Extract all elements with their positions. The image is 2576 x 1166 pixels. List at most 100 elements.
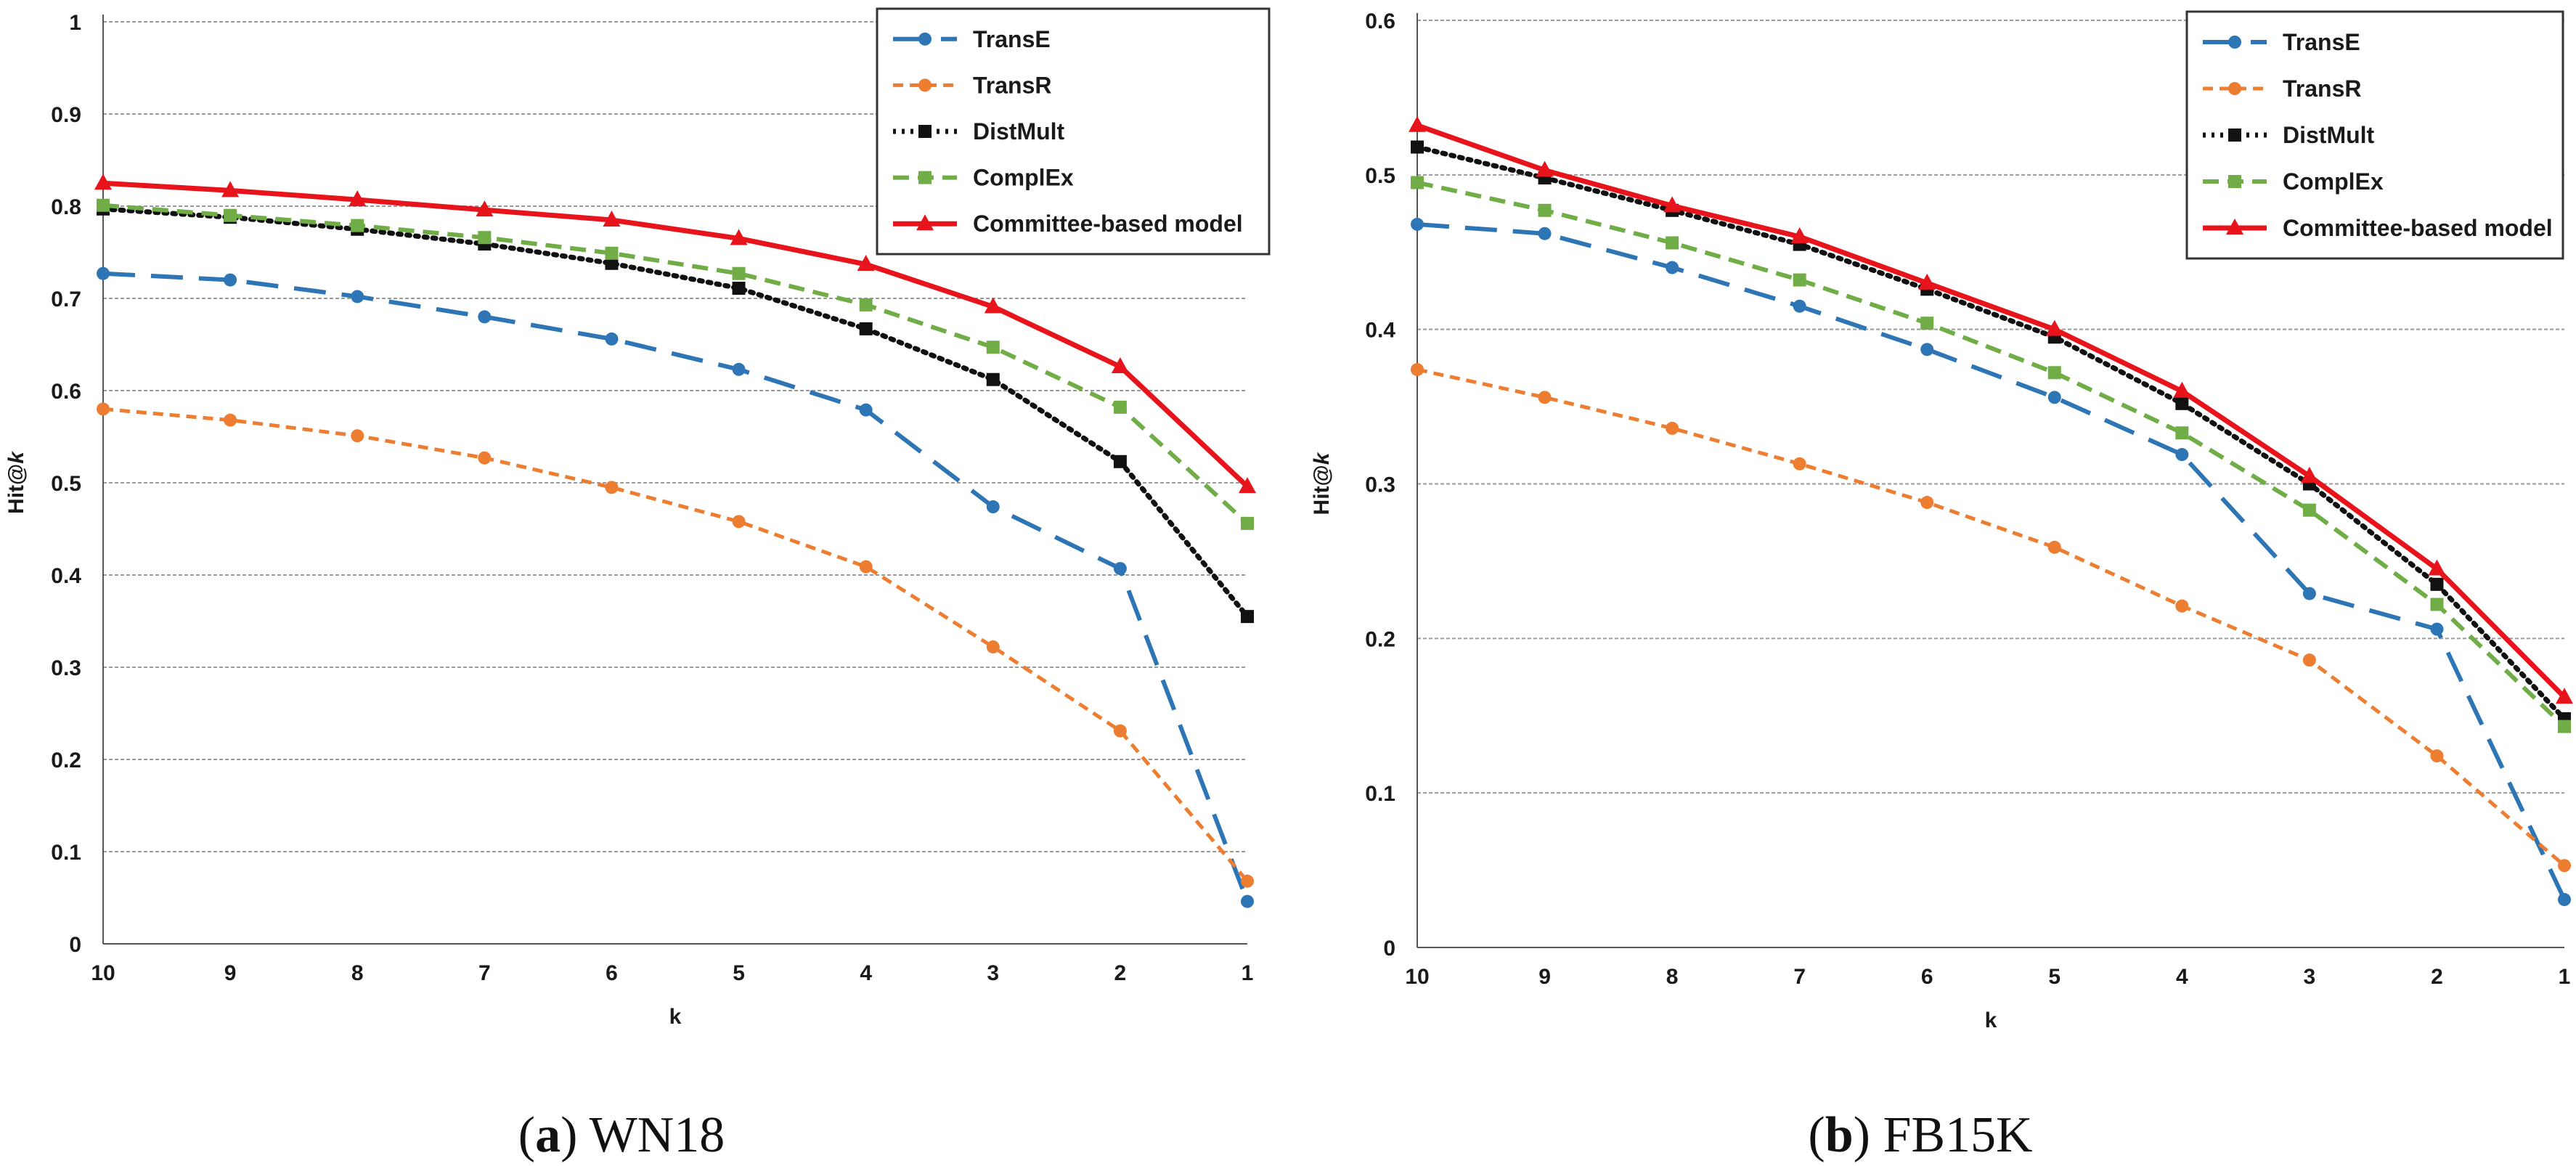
data-point-complex: [351, 219, 364, 232]
caption-wn18: (a) WN18: [518, 1107, 725, 1163]
data-point-transr: [351, 429, 364, 443]
data-point-transe: [1920, 343, 1934, 356]
data-point-complex: [2175, 426, 2189, 440]
chart-wn18: 0 0.1 0.2 0.3 0.4 0.5 0.6 0.7 0.8 0.9 1 10 9 8 7 6 5 4 3 2 1…: [4, 7, 1271, 1029]
data-point-transr: [2430, 749, 2444, 763]
series-complex: [1411, 176, 2571, 733]
data-point-transr: [605, 481, 619, 494]
data-point-committee-based-model: [1111, 356, 1129, 373]
x-tick-label: 3: [2304, 965, 2316, 989]
series-line-transr: [1417, 367, 2566, 868]
caption-wn18-letter: a: [535, 1107, 561, 1163]
legend-label-transr: TransR: [2283, 76, 2361, 102]
data-point-complex: [97, 198, 110, 212]
data-point-transr: [1113, 724, 1127, 738]
x-tick-label: 9: [1538, 965, 1551, 989]
series-transe: [97, 266, 1254, 908]
x-tick-label: 9: [224, 961, 237, 985]
data-point-complex: [859, 298, 873, 311]
series-line-transe: [102, 271, 1250, 902]
data-point-committee-based-model: [2428, 559, 2446, 576]
data-point-transe: [351, 290, 364, 303]
y-axis-title: Hit@k: [1310, 452, 1334, 515]
data-point-transe: [986, 500, 1000, 514]
data-point-committee-based-model: [984, 297, 1002, 314]
data-point-complex: [1241, 516, 1254, 530]
data-point-complex: [1538, 203, 1552, 217]
series-transe: [1411, 217, 2571, 907]
data-point-committee-based-model: [1790, 227, 1809, 243]
series-line-complex: [102, 203, 1250, 526]
legend-marker-distmult: [918, 125, 932, 138]
data-point-distmult: [732, 282, 746, 295]
legend-marker-complex: [2228, 175, 2241, 188]
y-tick-label: 0.4: [51, 564, 81, 588]
data-point-complex: [2558, 719, 2571, 733]
chart-fb15k: 00.10.20.30.40.50.610 9 8 7 6 5 4 3 2 1kHit@kTran…: [1310, 9, 2573, 1032]
legend-marker-committee-based-model: [916, 214, 934, 231]
legend-box: [2185, 10, 2564, 260]
y-tick-label: 0.6: [1365, 9, 1395, 33]
data-point-committee-based-model: [221, 181, 240, 197]
data-point-transr: [97, 402, 110, 416]
y-tick-label: 0.5: [51, 472, 81, 496]
series-line-committee-based-model: [102, 180, 1250, 489]
data-point-distmult: [1113, 454, 1127, 468]
data-point-distmult: [605, 256, 619, 270]
x-tick-label: 4: [860, 961, 872, 985]
data-point-complex: [605, 246, 619, 260]
series-line-complex: [1417, 180, 2567, 728]
x-tick-label: 8: [1666, 965, 1679, 989]
data-point-committee-based-model: [2556, 688, 2573, 704]
data-point-transr: [1241, 874, 1254, 888]
data-point-committee-based-model: [1536, 160, 1554, 177]
data-point-transr: [986, 640, 1000, 654]
legend-label-transe: TransE: [973, 26, 1051, 52]
data-point-transr: [1920, 496, 1934, 510]
caption-fb15k: (b) FB15K: [1808, 1107, 2032, 1163]
data-point-transe: [1538, 227, 1552, 240]
series-complex: [97, 198, 1254, 530]
data-point-transe: [1113, 562, 1127, 576]
legend-label-transe: TransE: [2283, 29, 2360, 55]
y-tick-label: 0.3: [51, 656, 81, 680]
data-point-transe: [1666, 261, 1679, 274]
data-point-transe: [97, 266, 110, 280]
legend-marker-transr: [918, 78, 932, 92]
legend-marker-complex: [918, 171, 932, 184]
data-point-committee-based-model: [730, 229, 748, 245]
data-point-transr: [859, 560, 873, 574]
data-point-complex: [1793, 273, 1806, 287]
x-tick-label: 1: [1242, 961, 1254, 985]
data-point-transr: [2047, 540, 2061, 554]
x-tick-label: 7: [1793, 965, 1806, 989]
data-point-complex: [224, 208, 237, 222]
y-axis-title-var: k: [4, 451, 28, 464]
data-point-transe: [859, 403, 873, 417]
data-point-committee-based-model: [2300, 466, 2318, 483]
data-point-distmult: [859, 322, 873, 335]
data-point-complex: [2430, 598, 2444, 611]
data-point-complex: [2302, 503, 2316, 517]
data-point-committee-based-model: [2045, 319, 2063, 336]
data-point-committee-based-model: [476, 200, 494, 217]
data-point-transe: [1241, 894, 1254, 908]
series-line-distmult: [100, 206, 1250, 619]
x-tick-label: 7: [478, 961, 491, 985]
x-axis-title: k: [669, 1005, 682, 1029]
data-point-transr: [1411, 363, 1424, 377]
legend-label-distmult: DistMult: [973, 118, 1065, 144]
data-point-transr: [1666, 421, 1679, 435]
data-point-transe: [605, 332, 619, 346]
y-tick-label: 0.5: [1365, 164, 1395, 188]
data-point-transr: [1793, 457, 1806, 470]
series-line-transe: [1417, 221, 2567, 901]
legend-label-complex: ComplEx: [973, 165, 1074, 191]
y-tick-label: 0.7: [51, 288, 81, 311]
y-tick-label: 0: [1383, 937, 1395, 961]
legend-marker-transe: [2228, 36, 2241, 49]
x-tick-label: 10: [1405, 965, 1429, 989]
y-axis-title: Hit@k: [4, 451, 28, 514]
data-point-transr: [2302, 653, 2316, 667]
